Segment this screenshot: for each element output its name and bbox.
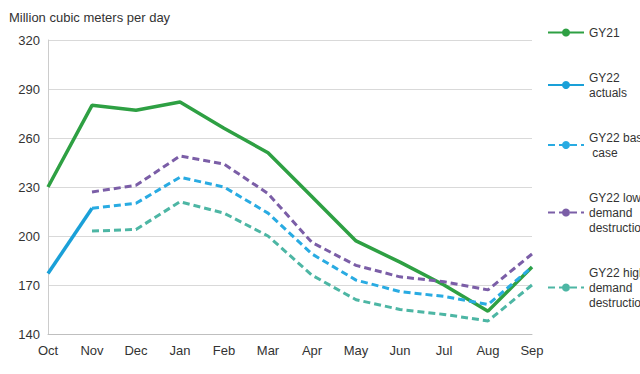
svg-text:Nov: Nov xyxy=(80,343,104,358)
svg-text:Million cubic meters per day: Million cubic meters per day xyxy=(9,10,171,25)
svg-text:Mar: Mar xyxy=(257,343,280,358)
svg-text:actuals: actuals xyxy=(589,86,627,100)
svg-text:destruction: destruction xyxy=(589,296,640,310)
svg-text:Jul: Jul xyxy=(436,343,453,358)
svg-text:GY22 base: GY22 base xyxy=(589,131,640,145)
svg-text:case: case xyxy=(589,146,618,160)
svg-text:Jan: Jan xyxy=(170,343,191,358)
svg-text:GY21: GY21 xyxy=(589,26,620,40)
svg-text:GY22 low: GY22 low xyxy=(589,191,640,205)
svg-text:Feb: Feb xyxy=(213,343,235,358)
svg-text:GY22 high: GY22 high xyxy=(589,266,640,280)
svg-text:Dec: Dec xyxy=(124,343,148,358)
svg-text:Oct: Oct xyxy=(38,343,59,358)
svg-text:Aug: Aug xyxy=(476,343,499,358)
svg-text:170: 170 xyxy=(18,278,40,293)
svg-text:Apr: Apr xyxy=(302,343,323,358)
svg-text:Sep: Sep xyxy=(520,343,543,358)
svg-text:May: May xyxy=(344,343,369,358)
svg-text:GY22: GY22 xyxy=(589,71,623,85)
svg-text:Jun: Jun xyxy=(390,343,411,358)
svg-text:destruction: destruction xyxy=(589,221,640,235)
svg-text:290: 290 xyxy=(18,82,40,97)
svg-text:200: 200 xyxy=(18,229,40,244)
svg-text:demand: demand xyxy=(589,206,636,220)
svg-text:demand: demand xyxy=(589,281,636,295)
svg-text:320: 320 xyxy=(18,33,40,48)
svg-text:140: 140 xyxy=(18,327,40,342)
svg-text:230: 230 xyxy=(18,180,40,195)
svg-text:260: 260 xyxy=(18,131,40,146)
